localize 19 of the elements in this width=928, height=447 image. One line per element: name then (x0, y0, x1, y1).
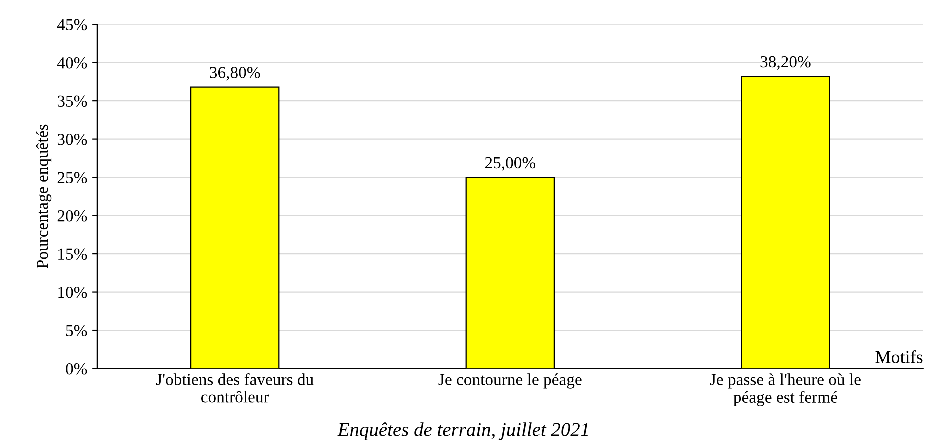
y-tick-label: 25% (58, 172, 88, 184)
y-tick-label: 10% (58, 286, 88, 298)
y-tick-label: 45% (57, 19, 88, 31)
y-tick-label: 20% (58, 210, 88, 222)
data-label: 25,00% (485, 157, 536, 172)
x-tick-label: Je passe à l'heure où le péage est fermé (710, 374, 861, 406)
y-tick-label: 35% (58, 96, 88, 108)
y-tick-label: 30% (58, 134, 88, 146)
y-tick-label: 0% (66, 363, 88, 375)
y-axis-title: Pourcentage enquêtés (36, 124, 52, 269)
y-tick-label: 40% (57, 58, 88, 69)
x-axis-title: Motifs (876, 350, 923, 364)
x-tick-label: Je contourne le péage (438, 374, 582, 389)
data-label: 38,20% (760, 56, 811, 70)
text: Enquêtes de terrain, juillet 2021 (338, 422, 588, 440)
data-label: 36,80% (210, 67, 260, 81)
x-tick-label: J'obtiens des faveurs du contrôleur (156, 373, 314, 403)
y-tick-label: 5% (66, 325, 88, 337)
y-tick-label: 15% (58, 248, 88, 260)
